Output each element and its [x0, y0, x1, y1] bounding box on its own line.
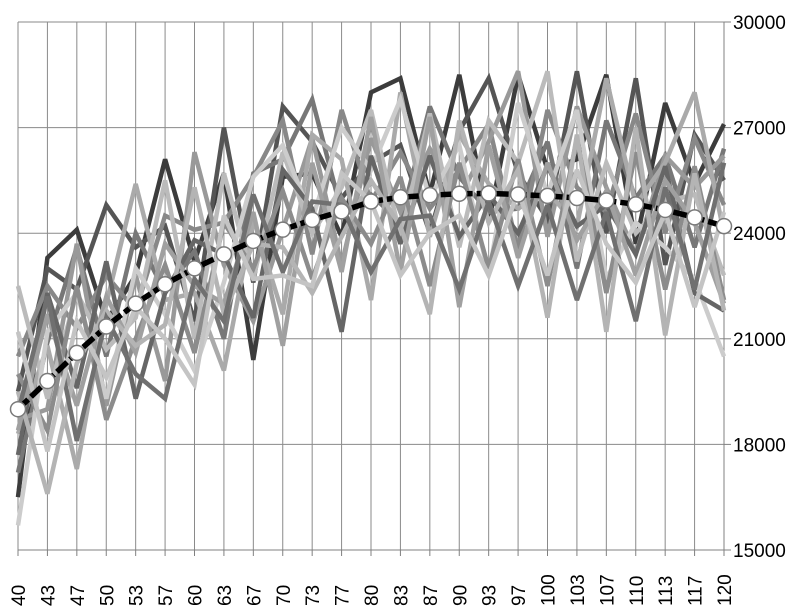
- x-tick-label: 50: [97, 585, 118, 606]
- x-tick-label: 63: [215, 585, 236, 606]
- trend-point-marker: [156, 275, 174, 293]
- series-line: [15, 119, 727, 495]
- x-tick-label: 70: [274, 585, 295, 606]
- y-tick-label: 24000: [733, 224, 786, 245]
- x-tick-label: 60: [186, 585, 207, 606]
- trend-point-marker: [274, 221, 291, 238]
- series-line: [15, 70, 727, 400]
- trend-point-marker: [39, 372, 56, 390]
- trend-point-marker: [568, 189, 586, 207]
- x-tick-label: 97: [509, 585, 530, 606]
- trend-point-marker: [509, 186, 527, 203]
- x-tick-label: 107: [597, 574, 618, 606]
- trend-point-marker: [245, 232, 262, 250]
- x-tick-label: 57: [156, 585, 177, 606]
- trend-point-marker: [539, 187, 556, 205]
- trend-point-marker: [656, 201, 674, 219]
- x-tick-label: 53: [127, 585, 148, 606]
- trend-point-marker: [362, 193, 380, 210]
- x-tick-label: 113: [656, 576, 677, 606]
- y-tick-label: 18000: [733, 435, 786, 456]
- x-tick-label: 120: [715, 574, 736, 606]
- trend-point-marker: [215, 246, 233, 263]
- series-line: [15, 162, 727, 442]
- trend-point-marker: [686, 209, 703, 226]
- x-tick-label: 90: [450, 585, 471, 606]
- trend-point-marker: [98, 318, 115, 335]
- y-tick-label: 21000: [733, 330, 786, 351]
- x-tick-label: 93: [480, 585, 501, 606]
- x-tick-label: 40: [9, 585, 30, 606]
- series-line: [15, 116, 727, 431]
- x-tick-label: 100: [539, 574, 560, 606]
- trend-point-marker: [68, 344, 86, 362]
- x-tick-label: 117: [686, 576, 707, 606]
- trend-point-marker: [421, 186, 439, 204]
- x-tick-label: 103: [568, 574, 589, 606]
- x-tick-label: 67: [244, 585, 265, 606]
- trend-point-marker: [333, 203, 350, 220]
- x-tick-label: 87: [421, 585, 442, 606]
- x-tick-label: 110: [627, 576, 648, 606]
- x-tick-label: 77: [333, 585, 354, 606]
- series-line: [15, 92, 727, 526]
- trend-point-marker: [127, 295, 144, 312]
- axes: [17, 21, 731, 556]
- y-tick-label: 30000: [733, 13, 786, 34]
- trend-point-marker: [480, 185, 497, 202]
- x-tick-label: 80: [362, 585, 383, 606]
- x-tick-label: 73: [303, 585, 324, 606]
- trend-point-marker: [392, 189, 409, 206]
- tick-labels: 30000 27000 24000 21000 18000 15000 40 43 47 50 53…: [9, 13, 786, 606]
- series-line: [15, 77, 727, 470]
- series-line: [16, 137, 727, 437]
- trend-point-marker: [715, 217, 733, 235]
- y-tick-label: 15000: [733, 541, 786, 562]
- x-tick-label: 47: [68, 585, 89, 606]
- x-tick-label: 43: [38, 585, 59, 606]
- trend-point-marker: [627, 196, 644, 213]
- x-tick-label: 83: [391, 585, 412, 606]
- y-tick-label: 27000: [733, 119, 786, 140]
- trend-markers: [9, 185, 733, 418]
- trend-point-marker: [9, 400, 27, 418]
- trend-point-marker: [451, 185, 468, 203]
- trend-point-marker: [186, 260, 203, 277]
- trend-point-marker: [598, 192, 615, 209]
- trend-point-marker: [303, 211, 321, 229]
